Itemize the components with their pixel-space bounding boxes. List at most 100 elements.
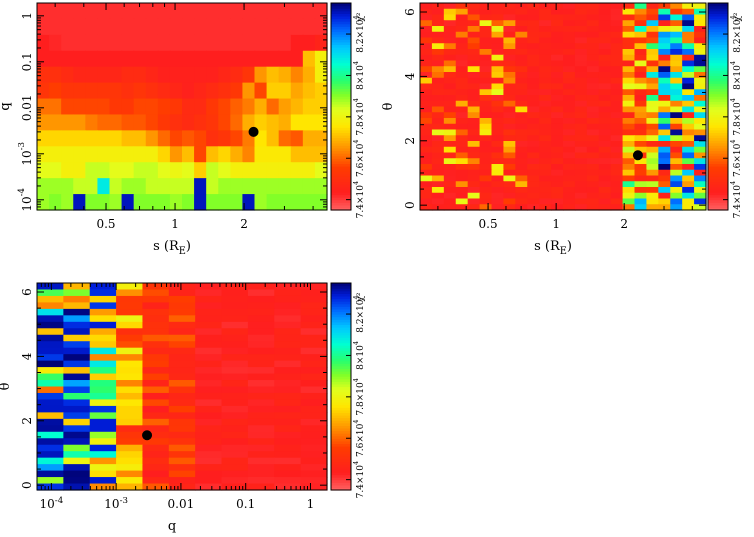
heatmap-cell <box>194 82 207 100</box>
heatmap-cell <box>37 3 50 20</box>
colorbar-segment <box>708 202 728 206</box>
heatmap-cell <box>168 438 196 446</box>
heatmap-cell <box>479 198 493 205</box>
heatmap-cell <box>168 328 196 336</box>
heatmap-cell <box>89 438 117 446</box>
heatmap-cell <box>145 34 159 52</box>
heatmap-cell <box>89 283 117 291</box>
heatmap-cell <box>622 31 636 39</box>
heatmap-cell <box>274 360 302 368</box>
heatmap-cell <box>89 477 117 485</box>
heatmap-cell <box>37 334 64 342</box>
heatmap-cell <box>527 198 540 205</box>
heatmap-cell <box>290 130 304 147</box>
heatmap-cell <box>431 100 445 108</box>
heatmap-cell <box>479 77 493 85</box>
heatmap-cell <box>195 367 223 375</box>
heatmap-cell <box>515 26 528 33</box>
heatmap-cell <box>598 181 612 188</box>
heatmap-cell <box>646 77 659 85</box>
heatmap-cell <box>491 31 505 39</box>
heatmap-cell <box>503 152 516 159</box>
heatmap-cell <box>467 31 481 39</box>
heatmap-cell <box>574 43 588 50</box>
heatmap-cell <box>658 43 671 50</box>
heatmap-cell <box>670 198 683 205</box>
heatmap-cell <box>142 405 170 413</box>
heatmap-cell <box>221 283 249 291</box>
heatmap-cell <box>658 66 671 73</box>
heatmap-cell <box>455 89 469 96</box>
heatmap-cell <box>574 192 588 200</box>
heatmap-cell <box>218 50 231 68</box>
heatmap-cell <box>634 204 648 211</box>
heatmap-cell <box>142 412 170 420</box>
colorbar-segment <box>708 52 728 56</box>
heatmap-cell <box>479 118 493 125</box>
heatmap-cell <box>133 82 147 100</box>
heatmap-cell <box>37 82 50 100</box>
colorbar-segment <box>708 23 728 27</box>
heatmap-cell <box>195 464 223 472</box>
heatmap-cell <box>290 18 304 36</box>
heatmap-cell <box>274 373 302 381</box>
heatmap-cell <box>420 164 433 171</box>
heatmap-cell <box>230 114 244 131</box>
heatmap-cell <box>109 98 123 116</box>
heatmap-cell <box>300 283 328 291</box>
heatmap-cell <box>622 135 636 142</box>
colorbar-segment <box>331 456 351 460</box>
heatmap-cell <box>247 444 275 452</box>
heatmap-cell <box>586 89 600 96</box>
heatmap-cell <box>431 54 445 62</box>
heatmap-cell <box>49 178 62 195</box>
heatmap-cell <box>551 20 564 27</box>
heatmap-cell <box>168 373 196 381</box>
heatmap-cell <box>37 18 50 36</box>
heatmap-cell <box>443 118 457 125</box>
heatmap-cell <box>85 3 99 20</box>
heatmap-cell <box>420 135 433 142</box>
heatmap-cell <box>527 129 540 136</box>
heatmap-cell <box>63 457 91 465</box>
heatmap-cell <box>479 135 493 142</box>
colorbar-segment <box>331 396 351 401</box>
colorbar-segment <box>708 191 728 196</box>
y-tick-label: 4 <box>20 352 34 360</box>
colorbar-segment <box>331 13 351 17</box>
heatmap-cell <box>503 146 516 154</box>
colorbar-segment <box>331 127 351 131</box>
heatmap-cell <box>300 347 328 355</box>
heatmap-cell <box>290 3 304 20</box>
heatmap-cell <box>37 283 64 291</box>
heatmap-cell <box>195 386 223 394</box>
heatmap-cell <box>563 204 576 211</box>
heatmap-cell <box>527 77 540 85</box>
heatmap-cell <box>598 26 612 33</box>
colorbar-segment <box>331 34 351 38</box>
heatmap-cell <box>274 405 302 413</box>
heatmap-cell <box>443 60 457 67</box>
heatmap-cell <box>420 158 433 165</box>
heatmap-cell <box>431 43 445 50</box>
heatmap-cell <box>503 8 516 16</box>
colorbar-segment <box>708 44 728 48</box>
x-tick-label: 1 <box>552 217 560 231</box>
heatmap-cell <box>610 146 624 154</box>
heatmap-cell <box>63 438 91 446</box>
heatmap-cell <box>503 204 516 211</box>
heatmap-cell <box>266 146 280 163</box>
heatmap-cell <box>539 43 552 50</box>
heatmap-cell <box>116 412 144 420</box>
colorbar-segment <box>331 142 351 146</box>
heatmap-cell <box>539 106 552 113</box>
heatmap-cell <box>670 8 683 16</box>
heatmap-cell <box>247 399 275 407</box>
heatmap-cell <box>670 100 683 108</box>
heatmap-cell <box>221 341 249 349</box>
heatmap-cell <box>109 146 123 163</box>
colorbar-segment <box>708 150 728 154</box>
heatmap-cell <box>598 20 612 27</box>
colorbar-segment <box>708 5 728 9</box>
heatmap-cells <box>37 3 328 211</box>
